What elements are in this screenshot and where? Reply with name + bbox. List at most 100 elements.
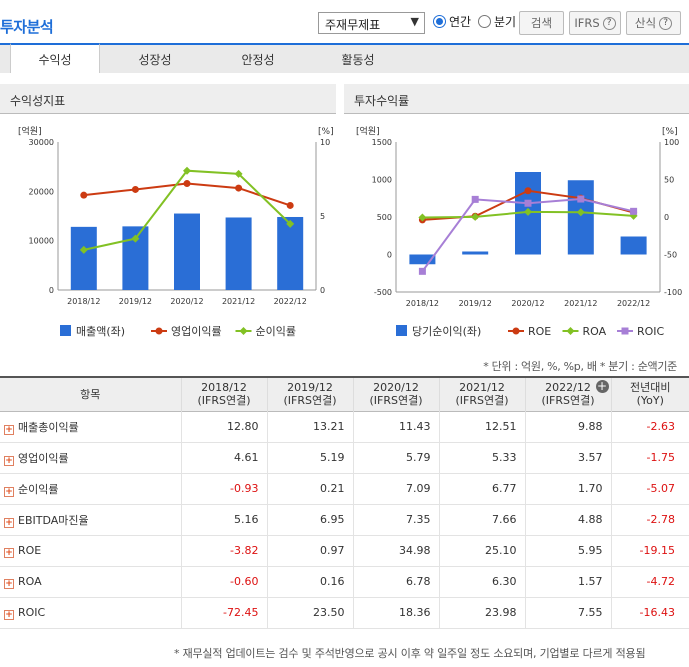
header-sub: (IFRS연결) xyxy=(197,394,251,408)
row-label-cell[interactable]: + 매출총이익률 xyxy=(0,411,181,443)
y-left-unit-label: [억원] xyxy=(18,125,42,137)
value-cell: 6.78 xyxy=(352,566,439,598)
row-label-cell[interactable]: + 순이익률 xyxy=(0,473,181,505)
value-cell: 5.16 xyxy=(180,504,267,536)
radio-quarter[interactable]: 분기 xyxy=(478,13,516,30)
legend-swatch xyxy=(396,325,407,336)
expand-plus-icon[interactable]: + xyxy=(4,486,14,497)
row-label-cell[interactable]: + ROE xyxy=(0,535,181,567)
expand-plus-icon[interactable]: + xyxy=(4,517,14,528)
data-point xyxy=(80,191,88,199)
data-point xyxy=(183,180,191,188)
row-label: EBITDA마진율 xyxy=(18,513,89,527)
table-row: + 매출총이익률 12.80 13.21 11.43 12.51 9.88 -2.63 xyxy=(0,411,689,443)
y-right-tick-label: -100 xyxy=(664,288,682,297)
y-right-unit-label: [%] xyxy=(318,127,334,137)
top-bar: 투자분석 주재무제표 ▼ 연간 분기 검색 IFRS ? 산식 ? xyxy=(0,0,689,44)
value-cell: -72.45 xyxy=(180,597,267,629)
legend-label: 당기순이익(좌) xyxy=(412,325,481,338)
search-button[interactable]: 검색 xyxy=(519,11,564,35)
value-cell: 7.09 xyxy=(352,473,439,505)
value-cell: 7.66 xyxy=(438,504,525,536)
tab-growth[interactable]: 성장성 xyxy=(138,52,172,67)
expand-plus-icon[interactable]: + xyxy=(4,578,14,589)
radio-unchecked-icon xyxy=(478,15,491,28)
help-icon: ? xyxy=(602,16,616,30)
legend-marker xyxy=(239,327,248,335)
expand-plus-icon[interactable]: + xyxy=(4,424,14,435)
value-cell: 7.55 xyxy=(524,597,611,629)
tab-profitability[interactable]: 수익성 xyxy=(10,43,100,73)
value-cell: 1.70 xyxy=(524,473,611,505)
header-sub: (IFRS연결) xyxy=(283,394,337,408)
y-right-tick-label: 0 xyxy=(320,286,325,295)
legend-label: ROIC xyxy=(637,325,665,338)
radio-checked-icon xyxy=(433,15,446,28)
ifrs-label: IFRS xyxy=(574,16,600,30)
radio-annual[interactable]: 연간 xyxy=(433,13,471,30)
header-col: 2020/12 (IFRS연결) xyxy=(352,377,439,411)
value-cell: 34.98 xyxy=(352,535,439,567)
header-col: 2019/12 (IFRS연결) xyxy=(266,377,353,411)
x-tick-label: 2021/12 xyxy=(222,297,255,306)
header-year: 2021/12 xyxy=(459,381,505,395)
header-sub: (IFRS연결) xyxy=(369,394,423,408)
header-yoy-bottom: (YoY) xyxy=(636,394,664,408)
add-column-icon[interactable]: + xyxy=(595,379,609,393)
bar xyxy=(462,251,489,255)
expand-plus-icon[interactable]: + xyxy=(4,455,14,466)
page-title: 투자분석 xyxy=(0,18,54,36)
y-right-tick-label: 10 xyxy=(320,138,330,147)
header-col: 2018/12 (IFRS연결) xyxy=(180,377,267,411)
legend-label: 순이익률 xyxy=(256,325,296,338)
bar xyxy=(277,216,304,290)
value-cell: 5.79 xyxy=(352,442,439,474)
data-point xyxy=(183,166,191,175)
expand-plus-icon[interactable]: + xyxy=(4,609,14,620)
yoy-cell: -5.07 xyxy=(610,473,689,505)
statement-select[interactable]: 주재무제표 ▼ xyxy=(318,12,425,34)
bar xyxy=(225,217,252,290)
y-right-tick-label: 0 xyxy=(664,213,669,222)
row-label-cell[interactable]: + ROA xyxy=(0,566,181,598)
header-sub: (IFRS연결) xyxy=(541,394,595,408)
x-tick-label: 2019/12 xyxy=(119,297,152,306)
table-row: + EBITDA마진율 5.16 6.95 7.35 7.66 4.88 -2.78 xyxy=(0,504,689,536)
header-year: 2022/12 xyxy=(545,381,591,395)
profitability-chart: [억원] [%] 30000 20000 10000 0 10 5 0 2018/12 2019/1… xyxy=(18,125,334,338)
row-label-cell[interactable]: + 영업이익률 xyxy=(0,442,181,474)
table-row: + 영업이익률 4.61 5.19 5.79 5.33 3.57 -1.75 xyxy=(0,442,689,474)
help-icon: ? xyxy=(659,16,673,30)
x-tick-label: 2019/12 xyxy=(459,299,492,308)
value-cell: 1.57 xyxy=(524,566,611,598)
x-tick-label: 2021/12 xyxy=(564,299,597,308)
value-cell: 5.19 xyxy=(266,442,353,474)
legend-label: ROA xyxy=(583,325,607,338)
row-label: 순이익률 xyxy=(18,482,59,496)
y-left-tick-label: 0 xyxy=(387,251,392,260)
yoy-cell: -16.43 xyxy=(610,597,689,629)
y-left-tick-label: 1000 xyxy=(372,176,392,185)
yoy-cell: -1.75 xyxy=(610,442,689,474)
row-label-cell[interactable]: + ROIC xyxy=(0,597,181,629)
row-label: 매출총이익률 xyxy=(18,420,79,434)
data-point xyxy=(471,212,480,221)
value-cell: 5.95 xyxy=(524,535,611,567)
value-cell: 11.43 xyxy=(352,411,439,443)
tab-stability[interactable]: 안정성 xyxy=(241,52,275,67)
tab-activity[interactable]: 활동성 xyxy=(341,52,375,67)
ifrs-help-button[interactable]: IFRS ? xyxy=(569,11,621,35)
value-cell: -0.93 xyxy=(180,473,267,505)
value-cell: 25.10 xyxy=(438,535,525,567)
value-cell: 6.95 xyxy=(266,504,353,536)
data-point xyxy=(524,199,532,207)
y-right-tick-label: -50 xyxy=(664,251,677,260)
value-cell: 9.88 xyxy=(524,411,611,443)
x-tick-label: 2018/12 xyxy=(67,297,100,306)
formula-help-button[interactable]: 산식 ? xyxy=(626,11,681,35)
row-label-cell[interactable]: + EBITDA마진율 xyxy=(0,504,181,536)
expand-plus-icon[interactable]: + xyxy=(4,547,14,558)
y-right-tick-label: 100 xyxy=(664,138,679,147)
bar xyxy=(620,236,647,255)
bar xyxy=(409,254,436,265)
